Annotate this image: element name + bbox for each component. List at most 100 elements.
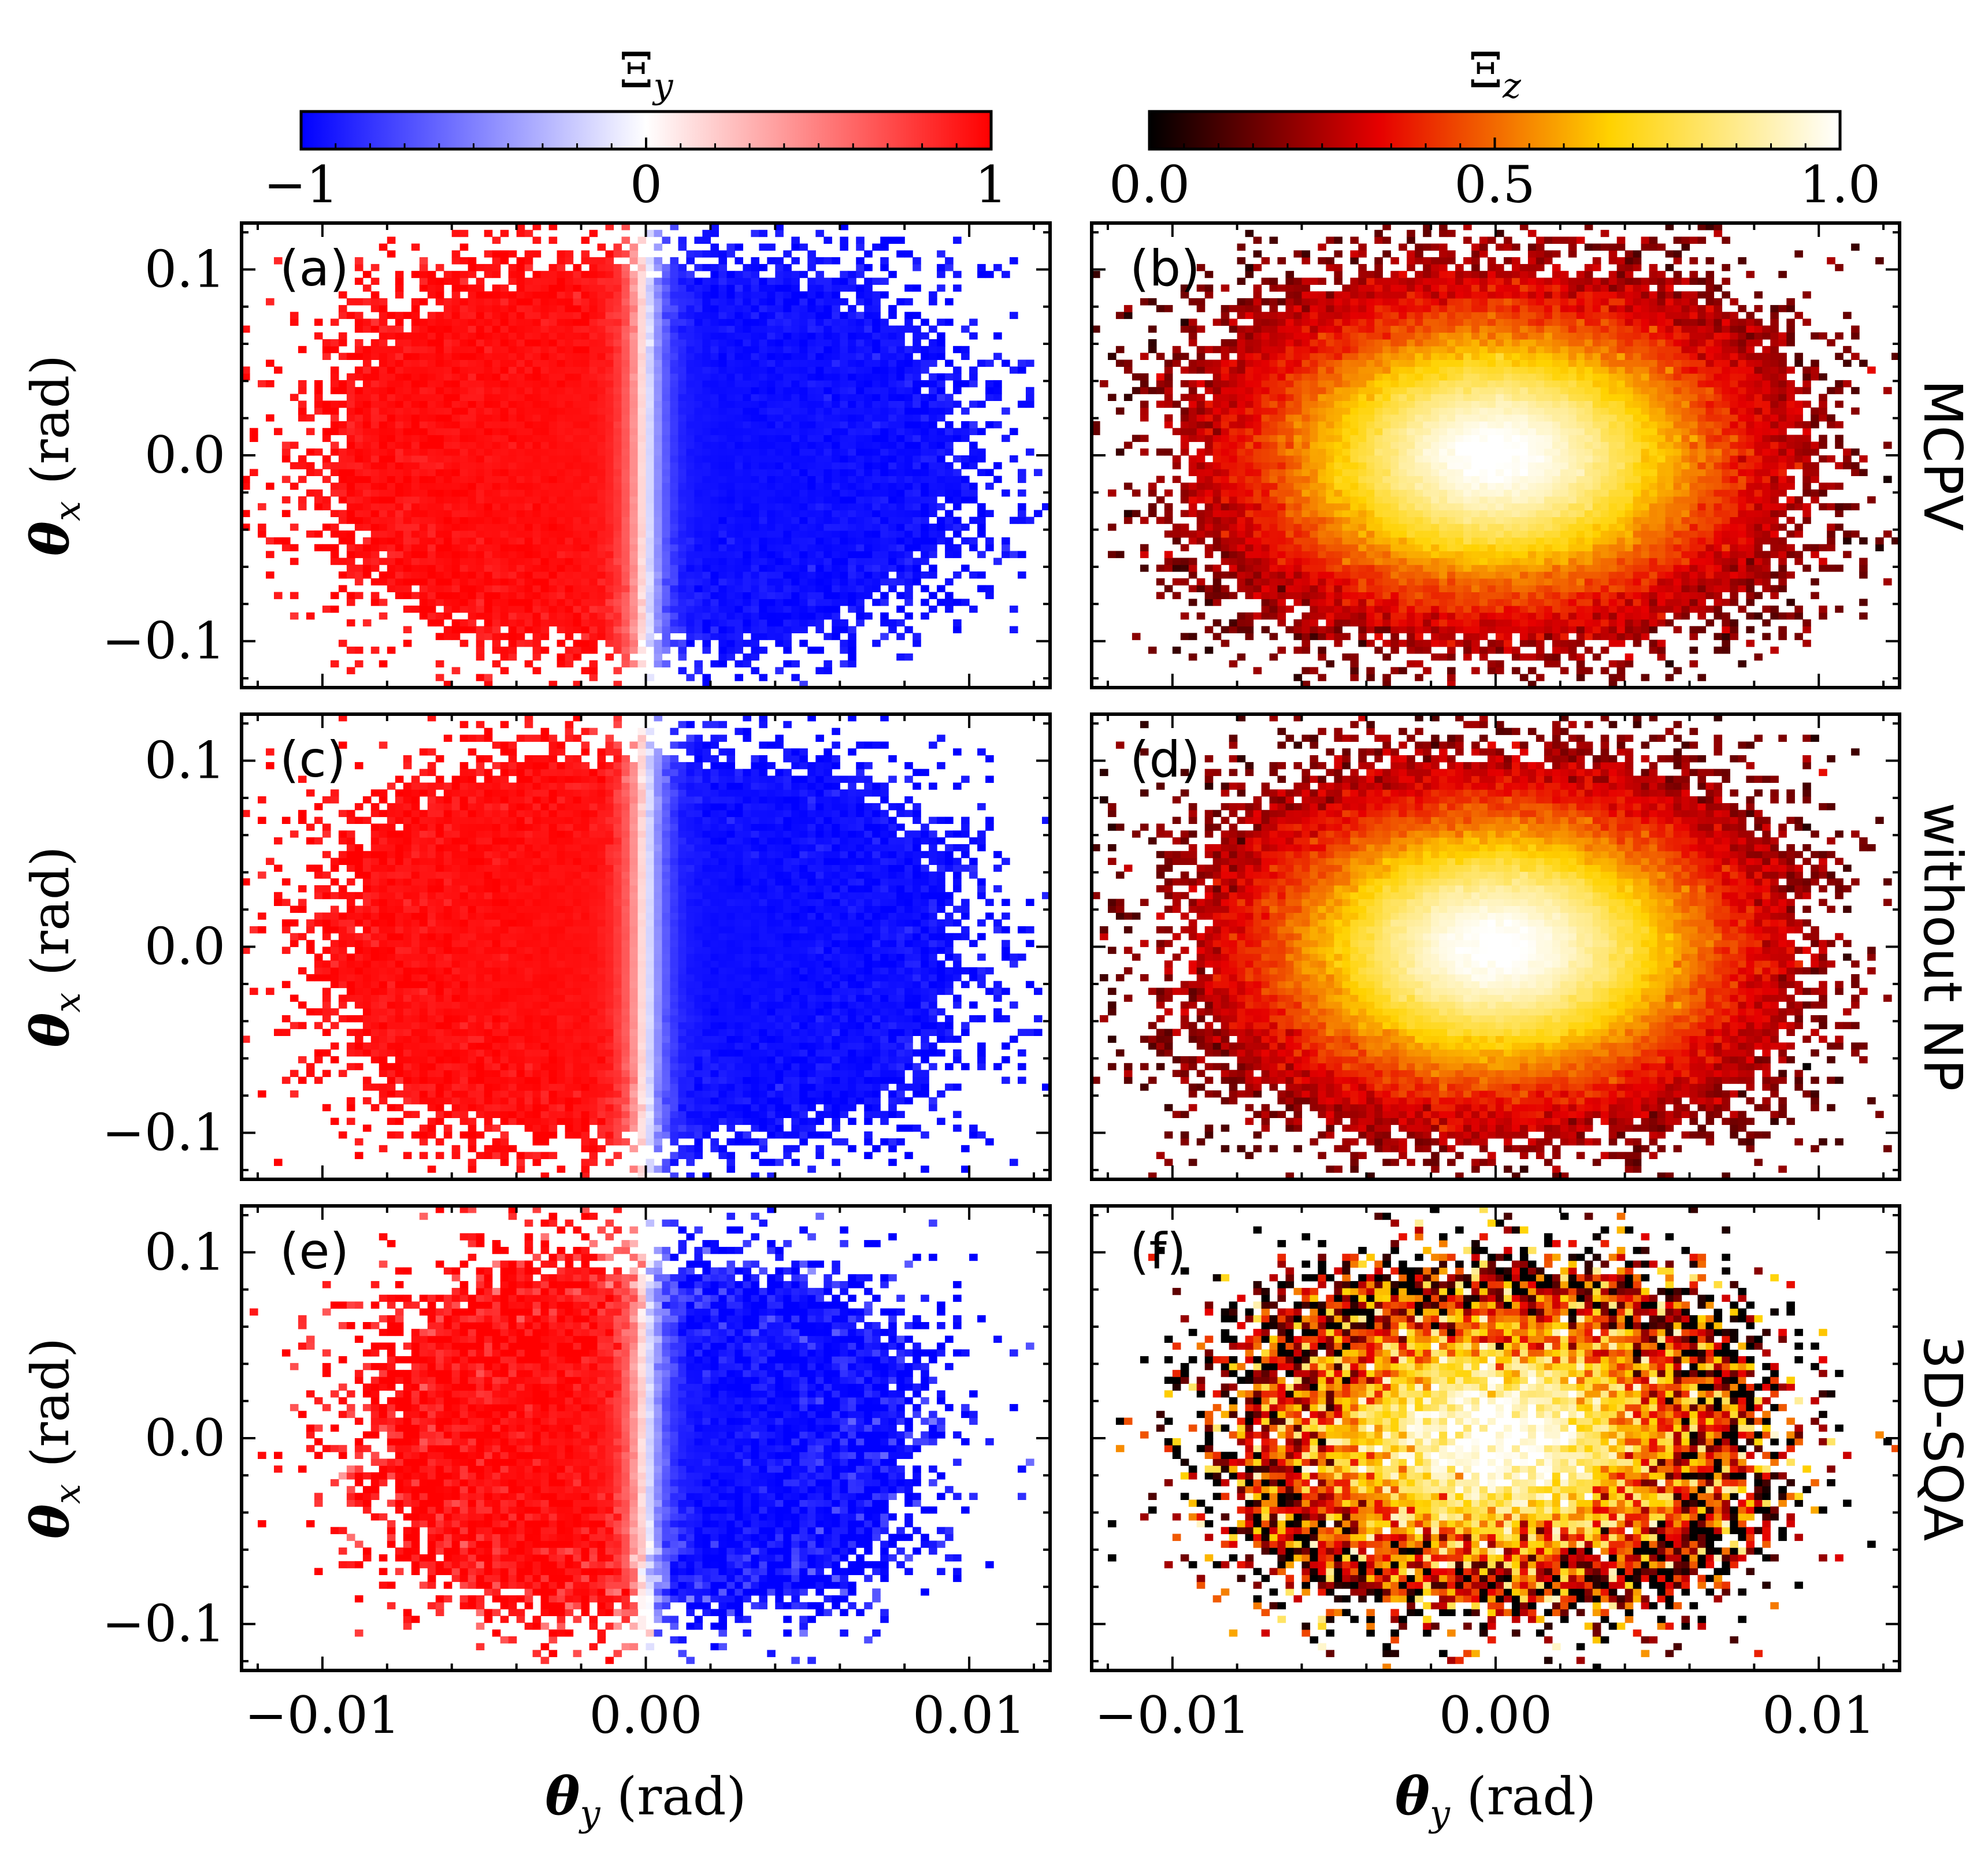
heatmap-cell	[581, 270, 590, 279]
heatmap-cell	[710, 585, 719, 592]
heatmap-cell	[929, 414, 937, 422]
heatmap-cell	[815, 421, 824, 429]
heatmap-cell	[832, 489, 840, 497]
heatmap-cell	[459, 537, 469, 545]
heatmap-cell	[435, 633, 444, 640]
heatmap-cell	[557, 599, 566, 606]
heatmap-cell	[783, 510, 792, 517]
heatmap-cell	[500, 571, 509, 579]
heatmap-cell	[896, 421, 905, 429]
heatmap-cell	[921, 393, 929, 401]
heatmap-cell	[1172, 530, 1181, 538]
heatmap-cell	[613, 305, 622, 313]
heatmap-cell	[330, 441, 339, 449]
heatmap-cell	[1237, 346, 1246, 354]
heatmap-cell	[783, 633, 792, 640]
heatmap-cell	[791, 318, 800, 326]
heatmap-cell	[476, 530, 485, 538]
heatmap-cell	[1180, 291, 1189, 299]
heatmap-cell	[468, 414, 477, 422]
heatmap-cell	[759, 469, 767, 476]
heatmap-cell	[759, 462, 767, 470]
heatmap-cell	[832, 496, 840, 504]
heatmap-cell	[565, 359, 574, 367]
heatmap-cell	[524, 571, 533, 579]
heatmap-cell	[419, 428, 428, 436]
heatmap-cell	[476, 387, 485, 395]
heatmap-cell	[880, 489, 889, 497]
heatmap-cell	[629, 585, 639, 592]
heatmap-cell	[435, 284, 444, 292]
heatmap-cell	[799, 400, 808, 408]
heatmap-cell	[726, 428, 735, 436]
heatmap-cell	[476, 558, 485, 565]
heatmap-cell	[468, 305, 477, 313]
heatmap-cell	[824, 585, 832, 592]
heatmap-cell	[929, 291, 937, 299]
heatmap-cell	[419, 544, 428, 552]
heatmap-cell	[743, 455, 751, 463]
heatmap-cell	[476, 606, 485, 613]
heatmap-cell	[985, 585, 994, 592]
heatmap-cell	[848, 606, 856, 613]
heatmap-cell	[274, 257, 283, 265]
heatmap-cell	[629, 414, 639, 422]
heatmap-cell	[678, 332, 687, 340]
heatmap-cell	[621, 606, 630, 613]
heatmap-cell	[597, 496, 606, 504]
heatmap-cell	[775, 667, 784, 674]
heatmap-cell	[403, 400, 412, 408]
heatmap-cell	[411, 359, 420, 367]
y-tick-label: 0.0	[144, 425, 225, 485]
heatmap-cell	[492, 462, 501, 470]
heatmap-cell	[637, 496, 647, 504]
heatmap-cell	[379, 612, 388, 620]
heatmap-cell	[621, 653, 630, 661]
heatmap-cell	[1204, 462, 1214, 470]
heatmap-cell	[929, 380, 937, 388]
heatmap-cell	[362, 400, 372, 408]
heatmap-cell	[338, 380, 347, 388]
heatmap-cell	[767, 571, 776, 579]
heatmap-cell	[419, 435, 428, 442]
heatmap-cell	[1196, 414, 1206, 422]
heatmap-cell	[961, 428, 970, 436]
heatmap-cell	[492, 544, 501, 552]
heatmap-cell	[370, 346, 380, 354]
heatmap-cell	[451, 606, 461, 613]
heatmap-cell	[726, 352, 735, 360]
heatmap-cell	[775, 263, 784, 272]
heatmap-cell	[1261, 599, 1270, 606]
heatmap-cell	[354, 441, 364, 449]
heatmap-cell	[524, 551, 533, 558]
heatmap-cell	[1180, 325, 1189, 333]
heatmap-cell	[832, 339, 840, 347]
heatmap-cell	[791, 236, 800, 244]
heatmap-cell	[670, 414, 679, 422]
heatmap-cell	[807, 647, 816, 654]
heatmap-cell	[1108, 393, 1117, 401]
heatmap-cell	[532, 633, 541, 640]
heatmap-cell	[1253, 373, 1262, 381]
heatmap-cell	[848, 653, 856, 661]
heatmap-cell	[799, 373, 808, 381]
heatmap-cell	[961, 489, 970, 497]
heatmap-cell	[451, 291, 461, 299]
heatmap-cell	[532, 318, 541, 326]
heatmap-cell	[840, 339, 848, 347]
heatmap-cell	[613, 250, 622, 258]
heatmap-cell	[767, 243, 776, 251]
heatmap-cell	[613, 489, 622, 497]
heatmap-cell	[500, 633, 509, 640]
heatmap-cell	[880, 441, 889, 449]
heatmap-cell	[411, 428, 420, 436]
heatmap-cell	[492, 400, 501, 408]
heatmap-cell	[435, 585, 444, 592]
heatmap-cell	[646, 387, 655, 395]
heatmap-cell	[451, 257, 461, 265]
heatmap-cell	[637, 414, 647, 422]
heatmap-cell	[613, 633, 622, 640]
heatmap-cell	[605, 257, 614, 265]
panels: −0.10.00.1 (a) (b)−0.10.00.1 (c) (d)−0.10.00…	[102, 221, 1901, 1745]
heatmap-cell	[435, 339, 444, 347]
